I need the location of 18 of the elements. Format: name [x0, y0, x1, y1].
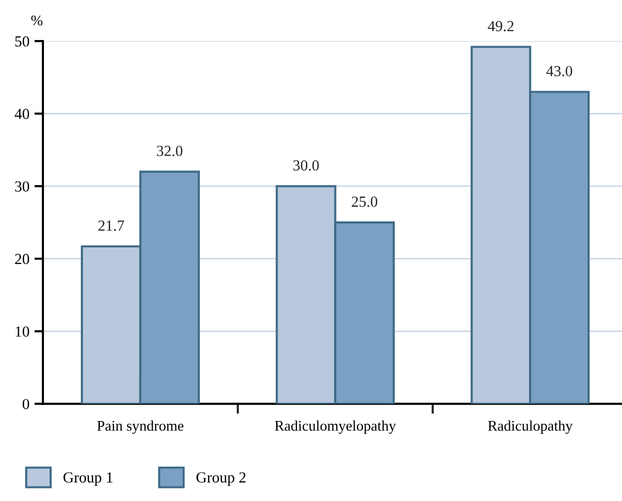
y-tick-label: 0: [22, 398, 30, 410]
y-tick-label: 20: [15, 254, 30, 264]
data-label: 30.0: [293, 160, 319, 171]
y-tick-label: 30: [15, 181, 30, 192]
y-tick-label: 50: [15, 36, 30, 47]
data-label: 43.0: [546, 66, 572, 76]
legend-label: Group 2: [196, 472, 246, 486]
x-tick-label: Radiculopathy: [488, 420, 573, 434]
data-label: 21.7: [98, 220, 124, 231]
x-tick-label: Pain syndrome: [97, 420, 184, 434]
y-axis-title: %: [31, 16, 42, 26]
y-tick-label: 10: [16, 326, 30, 337]
legend-label: Group 1: [63, 472, 112, 486]
y-tick-label: 40: [14, 108, 30, 120]
data-label: 32.0: [156, 146, 182, 156]
x-tick-label: Radiculomyelopathy: [274, 420, 396, 434]
data-label: 49.2: [488, 21, 514, 32]
data-label: 25.0: [352, 196, 378, 207]
